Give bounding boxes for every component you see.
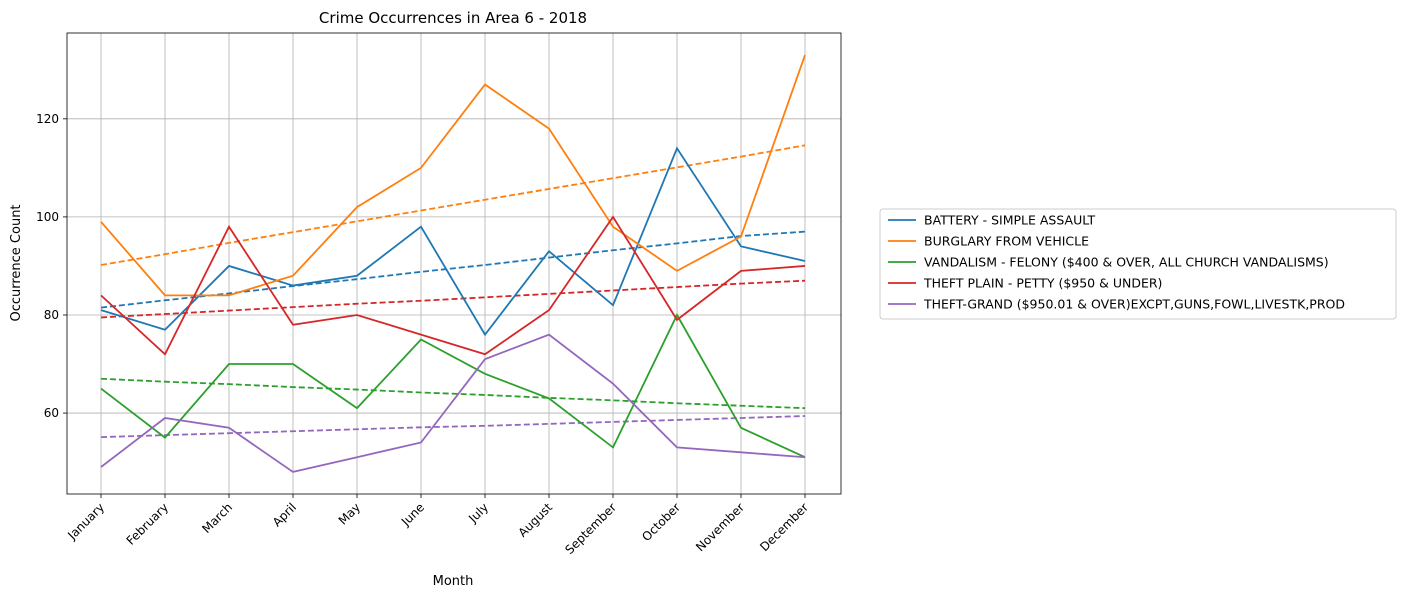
- trend-line-5: [100, 415, 806, 439]
- series-lines: [100, 54, 806, 473]
- trend-line-3: [100, 377, 806, 410]
- y-axis-ticks: 60 80 100 120: [36, 112, 67, 420]
- legend-label-4: THEFT PLAIN - PETTY ($950 & UNDER): [923, 276, 1162, 291]
- series-line-5: [100, 333, 806, 473]
- plot-area: [67, 33, 841, 494]
- legend-label-1: BATTERY - SIMPLE ASSAULT: [924, 213, 1095, 228]
- legend-label-3: VANDALISM - FELONY ($400 & OVER, ALL CHU…: [924, 255, 1329, 270]
- y-tick-label: 120: [36, 112, 59, 126]
- trend-line-4: [100, 279, 806, 319]
- legend: BATTERY - SIMPLE ASSAULT BURGLARY FROM VE…: [879, 208, 1397, 320]
- chart-title: Crime Occurrences in Area 6 - 2018: [319, 9, 587, 27]
- y-tick-label: 80: [44, 308, 59, 322]
- legend-label-5: THEFT-GRAND ($950.01 & OVER)EXCPT,GUNS,F…: [923, 297, 1345, 312]
- legend-label-2: BURGLARY FROM VEHICLE: [924, 234, 1089, 249]
- series-line-2: [100, 54, 806, 297]
- x-axis-label: Month: [433, 574, 474, 589]
- legend-frame: [879, 208, 1397, 320]
- y-tick-label: 60: [44, 406, 59, 420]
- plot-frame: [66, 32, 842, 495]
- series-line-1: [100, 146, 806, 337]
- series-line-3: [100, 313, 806, 459]
- y-tick-label: 100: [36, 210, 59, 224]
- y-axis-label: Occurrence Count: [9, 204, 24, 321]
- series-line-4: [100, 215, 806, 356]
